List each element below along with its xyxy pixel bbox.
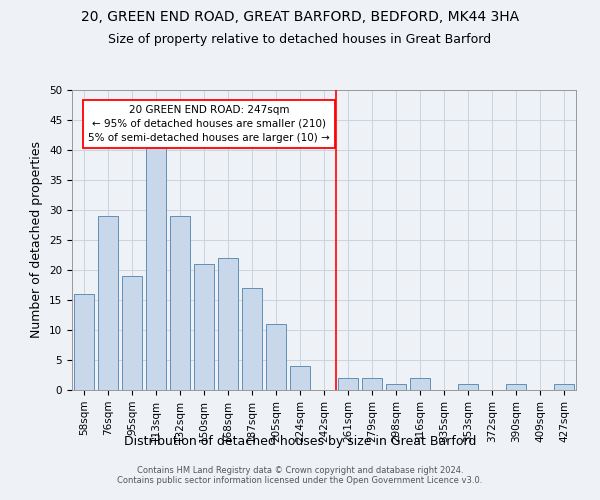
Bar: [338, 378, 358, 390]
Bar: [170, 216, 190, 390]
Text: Size of property relative to detached houses in Great Barford: Size of property relative to detached ho…: [109, 32, 491, 46]
Bar: [146, 144, 166, 390]
Bar: [74, 294, 94, 390]
Bar: [218, 258, 238, 390]
Bar: [362, 378, 382, 390]
Text: 20, GREEN END ROAD, GREAT BARFORD, BEDFORD, MK44 3HA: 20, GREEN END ROAD, GREAT BARFORD, BEDFO…: [81, 10, 519, 24]
Bar: [506, 384, 526, 390]
Bar: [122, 276, 142, 390]
Bar: [458, 384, 478, 390]
Bar: [410, 378, 430, 390]
Bar: [266, 324, 286, 390]
Bar: [554, 384, 574, 390]
Bar: [242, 288, 262, 390]
Text: Distribution of detached houses by size in Great Barford: Distribution of detached houses by size …: [124, 435, 476, 448]
Bar: [290, 366, 310, 390]
Bar: [386, 384, 406, 390]
Text: Contains HM Land Registry data © Crown copyright and database right 2024.
Contai: Contains HM Land Registry data © Crown c…: [118, 466, 482, 485]
Bar: [194, 264, 214, 390]
Bar: [98, 216, 118, 390]
Y-axis label: Number of detached properties: Number of detached properties: [31, 142, 43, 338]
Text: 20 GREEN END ROAD: 247sqm
← 95% of detached houses are smaller (210)
5% of semi-: 20 GREEN END ROAD: 247sqm ← 95% of detac…: [88, 105, 329, 143]
